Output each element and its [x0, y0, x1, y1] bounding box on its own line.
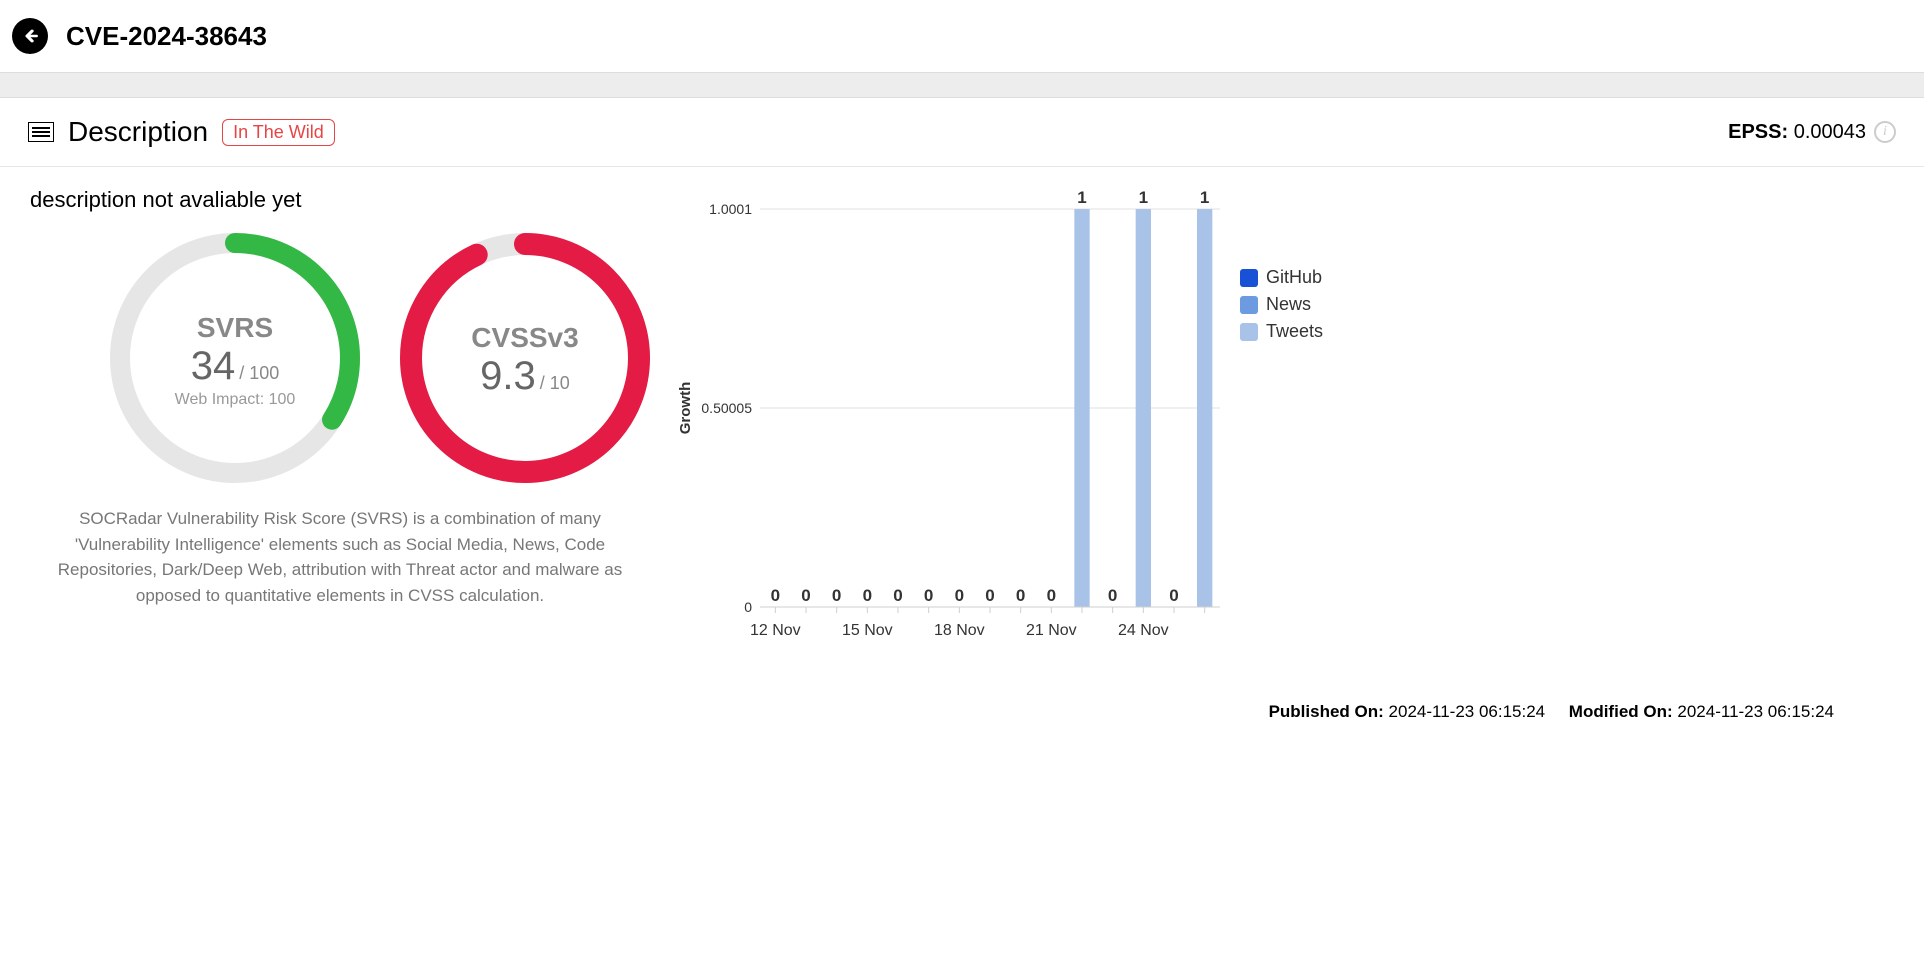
svg-text:0: 0	[801, 586, 810, 605]
epss-value: 0.00043	[1794, 121, 1866, 143]
cvss-max: / 10	[540, 373, 570, 394]
svg-text:0: 0	[863, 586, 872, 605]
cvss-gauge: CVSSv3 9.3 / 10	[400, 233, 650, 488]
svrs-label: SVRS	[197, 312, 273, 344]
svg-text:1: 1	[1200, 188, 1209, 207]
cvss-value: 9.3	[480, 354, 536, 399]
growth-chart: 0 0.50005 1.0001 Growth 0 0 0 0 0 0 0 0 0 0 1 0 1 0 1 12 No…	[670, 187, 1230, 692]
svg-text:1: 1	[1139, 188, 1148, 207]
svg-text:Growth: Growth	[677, 382, 694, 435]
description-text: description not avaliable yet	[30, 187, 650, 213]
svg-text:18 Nov: 18 Nov	[934, 622, 985, 639]
svrs-max: / 100	[239, 363, 279, 384]
legend-item[interactable]: News	[1240, 294, 1323, 315]
svg-text:0: 0	[924, 586, 933, 605]
svg-text:0.50005: 0.50005	[701, 400, 752, 416]
svg-text:0: 0	[955, 586, 964, 605]
svrs-gauge: SVRS 34 / 100 Web Impact: 100	[110, 233, 360, 488]
footer-meta: Published On: 2024-11-23 06:15:24 Modifi…	[670, 692, 1894, 722]
legend-label: News	[1266, 294, 1311, 315]
arrow-left-icon	[20, 26, 40, 46]
epss-score: EPSS: 0.00043 i	[1728, 121, 1896, 144]
legend-swatch	[1240, 323, 1258, 341]
svg-text:0: 0	[744, 599, 752, 615]
svg-text:0: 0	[771, 586, 780, 605]
svg-text:0: 0	[893, 586, 902, 605]
legend-swatch	[1240, 269, 1258, 287]
published-value: 2024-11-23 06:15:24	[1389, 702, 1546, 721]
status-badge: In The Wild	[222, 119, 335, 146]
legend-item[interactable]: Tweets	[1240, 321, 1323, 342]
list-icon	[28, 122, 54, 142]
legend-swatch	[1240, 296, 1258, 314]
svrs-value: 34	[191, 344, 236, 389]
page-header: CVE-2024-38643	[0, 0, 1924, 72]
epss-label: EPSS:	[1728, 121, 1788, 143]
svg-text:0: 0	[1169, 586, 1178, 605]
svg-text:0: 0	[1108, 586, 1117, 605]
modified-label: Modified On:	[1569, 702, 1673, 721]
modified-value: 2024-11-23 06:15:24	[1677, 702, 1834, 721]
section-title: Description	[68, 116, 208, 148]
svrs-description: SOCRadar Vulnerability Risk Score (SVRS)…	[30, 506, 650, 608]
cvss-label: CVSSv3	[471, 322, 578, 354]
svg-text:1.0001: 1.0001	[709, 201, 752, 217]
svg-text:24 Nov: 24 Nov	[1118, 622, 1169, 639]
chart-legend: GitHub News Tweets	[1240, 267, 1323, 348]
svrs-sub: Web Impact: 100	[175, 391, 296, 409]
legend-label: Tweets	[1266, 321, 1323, 342]
section-header: Description In The Wild EPSS: 0.00043 i	[0, 98, 1924, 167]
svg-text:0: 0	[832, 586, 841, 605]
svg-text:0: 0	[1047, 586, 1056, 605]
legend-item[interactable]: GitHub	[1240, 267, 1323, 288]
svg-text:12 Nov: 12 Nov	[750, 622, 801, 639]
svg-text:1: 1	[1077, 188, 1086, 207]
svg-text:0: 0	[1016, 586, 1025, 605]
info-icon[interactable]: i	[1874, 121, 1896, 143]
divider-band	[0, 72, 1924, 98]
svg-text:15 Nov: 15 Nov	[842, 622, 893, 639]
legend-label: GitHub	[1266, 267, 1322, 288]
svg-text:21 Nov: 21 Nov	[1026, 622, 1077, 639]
published-label: Published On:	[1269, 702, 1384, 721]
page-title: CVE-2024-38643	[66, 21, 267, 52]
back-button[interactable]	[12, 18, 48, 54]
svg-text:0: 0	[985, 586, 994, 605]
